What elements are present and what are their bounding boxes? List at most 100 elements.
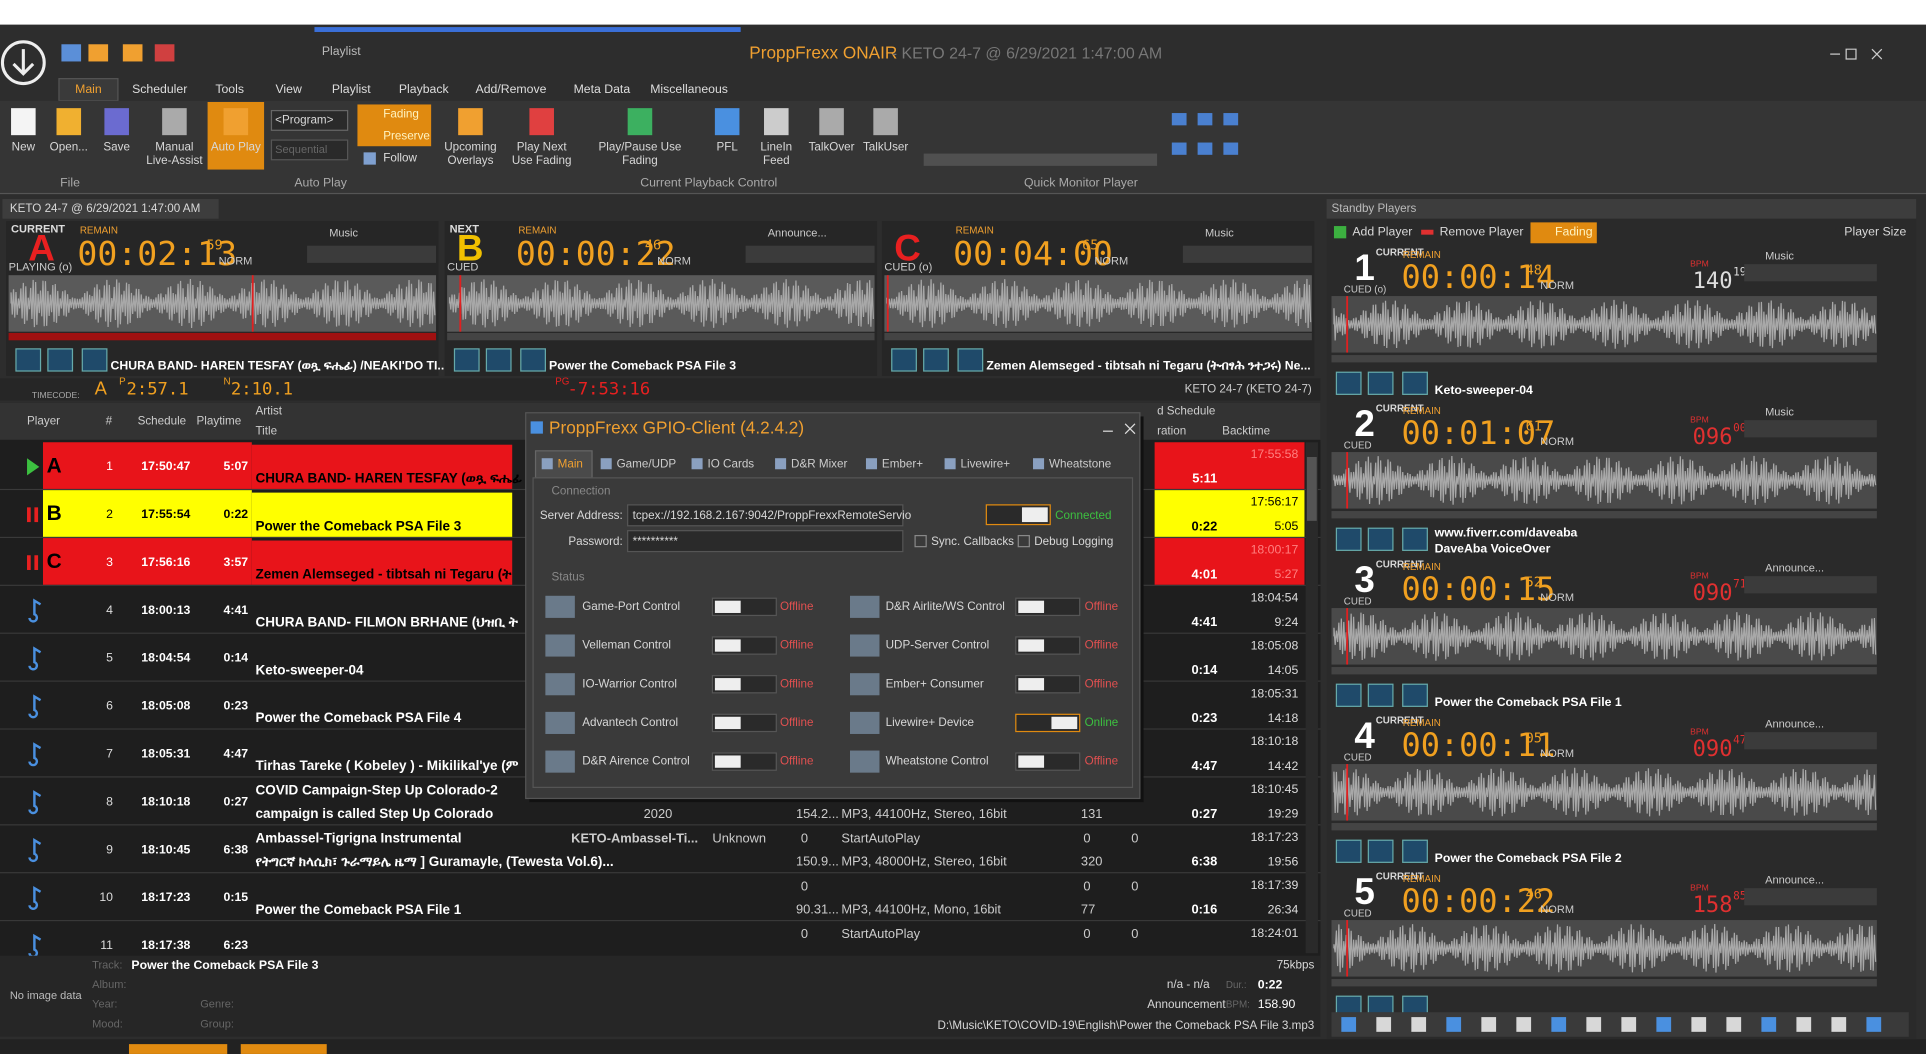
ribbon-icon[interactable] xyxy=(162,108,187,136)
ribbon-icon[interactable] xyxy=(56,108,82,136)
fading-btn[interactable] xyxy=(1530,222,1597,244)
debug-checkbox[interactable] xyxy=(1017,534,1030,548)
ribbon-button-label[interactable]: Play/Pause Use Fading xyxy=(598,141,681,168)
ribbon-icon[interactable] xyxy=(873,108,898,136)
ribbon-icon[interactable] xyxy=(529,108,554,136)
monitor-btn[interactable] xyxy=(1223,113,1239,126)
ribbon-icon[interactable] xyxy=(714,108,740,136)
option-label[interactable]: Fading xyxy=(383,107,419,120)
server-input[interactable] xyxy=(627,504,904,527)
ribbon-tab[interactable]: Playlist xyxy=(332,82,371,96)
transport-btn[interactable] xyxy=(957,348,984,372)
transport-btn[interactable] xyxy=(1335,683,1362,707)
player-size[interactable]: Player Size xyxy=(1844,224,1906,238)
ribbon-tab[interactable]: Add/Remove xyxy=(476,82,547,96)
toolbar-icon[interactable] xyxy=(1481,1017,1497,1032)
ribbon-button-label[interactable]: Manual Live-Assist xyxy=(146,141,203,168)
dialog-tab[interactable]: D&R Mixer xyxy=(791,457,847,470)
toolbar-icon[interactable] xyxy=(1691,1017,1707,1032)
quick-access-icon[interactable] xyxy=(88,44,109,62)
toolbar-icon[interactable] xyxy=(1446,1017,1462,1032)
monitor-btn[interactable] xyxy=(1171,142,1187,155)
transport-btn[interactable] xyxy=(1367,527,1394,551)
transport-btn[interactable] xyxy=(891,348,917,372)
dialog-tab[interactable]: Ember+ xyxy=(882,457,923,470)
transport-btn[interactable] xyxy=(1402,839,1428,863)
column-header[interactable]: Schedule xyxy=(138,414,187,427)
ribbon-icon[interactable] xyxy=(819,108,844,136)
toolbar-icon[interactable] xyxy=(1866,1017,1882,1032)
transport-btn[interactable] xyxy=(1367,839,1394,863)
monitor-btn[interactable] xyxy=(1171,113,1187,126)
toolbar-icon[interactable] xyxy=(1551,1017,1567,1032)
transport-btn[interactable] xyxy=(1335,839,1362,863)
ribbon-button-label[interactable]: TalkOver xyxy=(809,141,855,154)
quick-access-icon[interactable] xyxy=(61,44,82,62)
app-menu-button[interactable] xyxy=(0,40,46,86)
window-control[interactable] xyxy=(1845,48,1857,60)
toolbar-icon[interactable] xyxy=(1831,1017,1847,1032)
monitor-btn[interactable] xyxy=(1197,142,1213,155)
monitor-btn[interactable] xyxy=(1197,113,1213,126)
column-header[interactable]: # xyxy=(106,414,113,427)
remove-player[interactable]: Remove Player xyxy=(1440,224,1524,238)
toolbar-icon[interactable] xyxy=(1341,1017,1357,1032)
ribbon-button-label[interactable]: Save xyxy=(103,141,130,154)
ribbon-tab[interactable]: Meta Data xyxy=(574,82,631,96)
transport-btn[interactable] xyxy=(15,348,42,372)
toolbar-icon[interactable] xyxy=(1726,1017,1742,1032)
password-input[interactable] xyxy=(627,530,904,553)
ribbon-icon[interactable] xyxy=(627,108,653,136)
ribbon-icon[interactable] xyxy=(104,108,129,136)
ribbon-icon[interactable] xyxy=(11,108,36,136)
toolbar-icon[interactable] xyxy=(1586,1017,1602,1032)
column-header[interactable]: Backtime xyxy=(1222,424,1270,437)
column-header[interactable]: Playtime xyxy=(197,414,242,427)
transport-btn[interactable] xyxy=(1402,683,1428,707)
ribbon-button-label[interactable]: TalkUser xyxy=(863,141,908,154)
option-label[interactable]: Follow xyxy=(383,152,417,165)
transport-btn[interactable] xyxy=(81,348,108,372)
transport-btn[interactable] xyxy=(1335,527,1362,551)
transport-btn[interactable] xyxy=(485,348,512,372)
dialog-tab[interactable]: IO Cards xyxy=(708,457,755,470)
toolbar-icon[interactable] xyxy=(1411,1017,1427,1032)
dialog-tab[interactable]: Main xyxy=(558,457,583,470)
window-control[interactable] xyxy=(1871,48,1883,60)
transport-btn[interactable] xyxy=(1367,683,1394,707)
column-header[interactable]: ration xyxy=(1157,424,1186,437)
transport-btn[interactable] xyxy=(520,348,546,372)
ribbon-icon[interactable] xyxy=(458,108,483,136)
transport-btn[interactable] xyxy=(1335,371,1362,395)
column-header[interactable]: d Schedule xyxy=(1157,405,1215,418)
ribbon-tab[interactable]: Tools xyxy=(215,82,244,96)
toolbar-icon[interactable] xyxy=(1796,1017,1812,1032)
quick-access-icon[interactable] xyxy=(154,44,175,62)
toolbar-icon[interactable] xyxy=(1656,1017,1672,1032)
ribbon-button-label[interactable]: Open... xyxy=(50,141,88,154)
ribbon-icon[interactable] xyxy=(764,108,789,136)
column-header[interactable]: Title xyxy=(255,424,277,437)
transport-btn[interactable] xyxy=(1402,527,1428,551)
ribbon-tab[interactable]: Main xyxy=(75,82,102,96)
ribbon-button-label[interactable]: Play Next Use Fading xyxy=(512,141,572,168)
ribbon-tab[interactable]: Scheduler xyxy=(132,82,187,96)
quick-access-icon[interactable] xyxy=(122,44,143,62)
ribbon-button-label[interactable]: Upcoming Overlays xyxy=(444,141,496,168)
dialog-tab[interactable]: Game/UDP xyxy=(617,457,677,470)
column-header[interactable]: Player xyxy=(27,414,60,427)
dialog-tab[interactable]: Livewire+ xyxy=(961,457,1011,470)
sequential-combo[interactable] xyxy=(270,139,349,161)
scroll-thumb[interactable] xyxy=(1306,456,1317,521)
transport-btn[interactable] xyxy=(1402,371,1428,395)
ribbon-button-label[interactable]: PFL xyxy=(716,141,738,154)
dialog-tab[interactable]: Wheatstone xyxy=(1049,457,1111,470)
option-label[interactable]: Preserve xyxy=(383,129,430,142)
ribbon-icon[interactable] xyxy=(223,108,249,136)
ribbon-button-label[interactable]: Auto Play xyxy=(211,141,261,154)
monitor-btn[interactable] xyxy=(1223,142,1239,155)
ribbon-button-label[interactable]: New xyxy=(12,141,36,154)
document-tab[interactable]: KETO 24-7 @ 6/29/2021 1:47:00 AM xyxy=(10,202,200,215)
add-player[interactable]: Add Player xyxy=(1352,224,1412,238)
toolbar-icon[interactable] xyxy=(1761,1017,1777,1032)
